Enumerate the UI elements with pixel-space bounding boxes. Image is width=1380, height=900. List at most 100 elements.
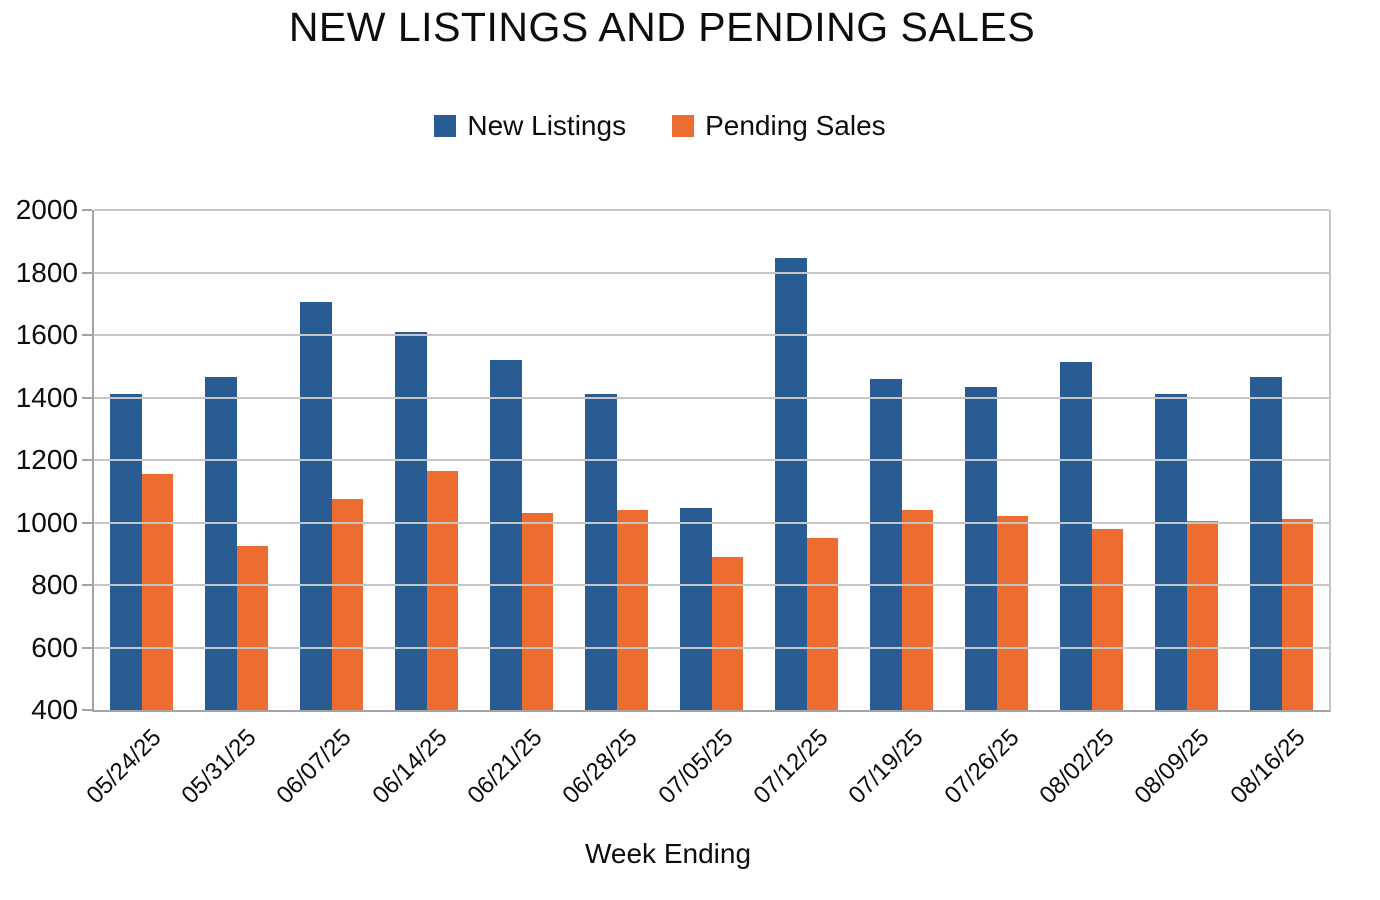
bar-pending-sales-06/07/25 (331, 499, 364, 710)
bar-new-listings-05/31/25 (204, 377, 237, 710)
bar-new-listings-08/09/25 (1154, 394, 1187, 710)
bar-group-08/09/25 (1139, 210, 1234, 710)
legend-label: Pending Sales (705, 110, 886, 141)
bar-group-06/21/25 (474, 210, 569, 710)
x-tick-label-06/21/25: 06/21/25 (462, 724, 548, 810)
y-tick-label-1200: 1200 (15, 444, 78, 475)
bar-pending-sales-06/21/25 (521, 513, 554, 710)
x-label-cell: 08/09/25 (1130, 714, 1235, 829)
bar-new-listings-06/07/25 (299, 302, 332, 710)
legend-swatch-icon (672, 115, 695, 137)
legend-label: New Listings (467, 110, 627, 141)
bar-pending-sales-07/05/25 (711, 556, 744, 710)
x-tick-label-07/26/25: 07/26/25 (939, 724, 1025, 810)
x-label-cell: 06/21/25 (462, 714, 568, 829)
x-tick-label-07/19/25: 07/19/25 (843, 724, 929, 810)
x-tick-label-07/05/25: 07/05/25 (653, 724, 739, 810)
y-tick-label-2000: 2000 (15, 194, 78, 225)
bar-group-07/12/25 (759, 210, 854, 710)
bar-group-07/19/25 (854, 210, 949, 710)
y-tick-mark (82, 584, 92, 586)
bars-container (94, 210, 1329, 710)
y-tick-mark (82, 396, 92, 399)
x-label-cell: 06/14/25 (367, 714, 473, 829)
x-tick-label-08/09/25: 08/09/25 (1129, 724, 1215, 810)
x-label-cell: 07/26/25 (939, 714, 1045, 829)
x-label-cell: 07/05/25 (653, 714, 759, 829)
bar-pending-sales-05/24/25 (141, 474, 174, 710)
y-tick-mark (82, 459, 92, 461)
x-label-cell: 06/07/25 (272, 714, 378, 829)
bar-new-listings-06/21/25 (489, 360, 522, 710)
x-tick-label-05/31/25: 05/31/25 (176, 724, 262, 810)
bar-pending-sales-07/26/25 (996, 516, 1029, 710)
y-tick-mark (82, 271, 92, 274)
x-tick-label-07/12/25: 07/12/25 (748, 724, 834, 810)
y-tick-mark (82, 646, 92, 649)
gridline-1800 (94, 271, 1329, 274)
plot-area: 400 600 800 1000 1200 1400 1600 1800 2000 (16, 195, 1331, 725)
bar-group-05/24/25 (94, 210, 189, 710)
legend-item-pending-sales: Pending Sales (672, 110, 886, 142)
y-tick-mark (82, 709, 92, 711)
x-tick-label-06/28/25: 06/28/25 (557, 724, 643, 810)
gridline-1200 (94, 459, 1329, 461)
gridline-2000 (94, 209, 1329, 211)
x-tick-label-08/02/25: 08/02/25 (1034, 724, 1120, 810)
gridline-800 (94, 584, 1329, 586)
bar-new-listings-06/28/25 (584, 394, 617, 710)
legend: New Listings Pending Sales (0, 110, 1320, 142)
bar-group-06/28/25 (569, 210, 664, 710)
bar-new-listings-08/02/25 (1059, 361, 1092, 710)
bar-pending-sales-08/02/25 (1091, 528, 1124, 710)
bar-group-07/05/25 (664, 210, 759, 710)
x-label-cell: 05/31/25 (177, 714, 282, 829)
bar-group-08/02/25 (1044, 210, 1139, 710)
bar-new-listings-07/12/25 (774, 258, 807, 710)
gridline-1600 (94, 334, 1329, 336)
y-tick-label-1400: 1400 (15, 381, 78, 413)
bar-new-listings-05/24/25 (109, 394, 142, 710)
gridline-1000 (94, 521, 1329, 524)
bar-group-08/16/25 (1234, 210, 1329, 710)
chart-title: NEW LISTINGS AND PENDING SALES (288, 4, 1036, 50)
legend-item-new-listings: New Listings (434, 110, 626, 142)
x-label-cell: 05/24/25 (81, 714, 187, 829)
bar-pending-sales-07/19/25 (901, 510, 934, 710)
y-tick-label-400: 400 (31, 694, 78, 725)
gridline-600 (94, 646, 1329, 649)
y-tick-label-800: 800 (31, 569, 78, 600)
bar-new-listings-07/05/25 (679, 508, 712, 710)
bar-pending-sales-08/16/25 (1281, 519, 1314, 710)
gridline-1400 (94, 396, 1329, 399)
x-tick-label-08/16/25: 08/16/25 (1224, 724, 1311, 810)
y-tick-label-1600: 1600 (15, 319, 78, 350)
x-tick-label-05/24/25: 05/24/25 (81, 724, 167, 810)
bar-new-listings-08/16/25 (1249, 377, 1282, 710)
x-label-cell: 06/28/25 (558, 714, 664, 829)
bar-new-listings-07/26/25 (964, 386, 997, 710)
x-tick-label-06/14/25: 06/14/25 (367, 724, 453, 810)
y-tick-label-1800: 1800 (15, 256, 78, 288)
x-label-cell: 08/02/25 (1034, 714, 1140, 829)
bar-pending-sales-05/31/25 (236, 545, 269, 710)
y-tick-label-1000: 1000 (15, 506, 78, 538)
bar-pending-sales-06/28/25 (616, 510, 649, 710)
bar-pending-sales-07/12/25 (806, 538, 839, 710)
y-tick-mark (82, 334, 92, 336)
y-tick-mark (82, 209, 92, 211)
y-tick-label-600: 600 (31, 631, 78, 663)
legend-swatch-icon (434, 115, 457, 137)
x-label-cell: 07/12/25 (748, 714, 854, 829)
bar-pending-sales-08/09/25 (1186, 520, 1219, 710)
bar-group-07/26/25 (949, 210, 1044, 710)
bar-group-05/31/25 (189, 210, 284, 710)
bar-pending-sales-06/14/25 (426, 470, 459, 710)
bar-new-listings-07/19/25 (869, 378, 902, 710)
bar-group-06/07/25 (284, 210, 379, 710)
x-axis-title: Week Ending (584, 838, 752, 869)
x-label-cell: 07/19/25 (844, 714, 950, 829)
x-tick-label-06/07/25: 06/07/25 (271, 724, 357, 810)
x-axis-labels: 05/24/25 05/31/25 06/07/25 06/14/25 06/21/25… (81, 714, 1331, 829)
y-tick-mark (82, 521, 92, 524)
